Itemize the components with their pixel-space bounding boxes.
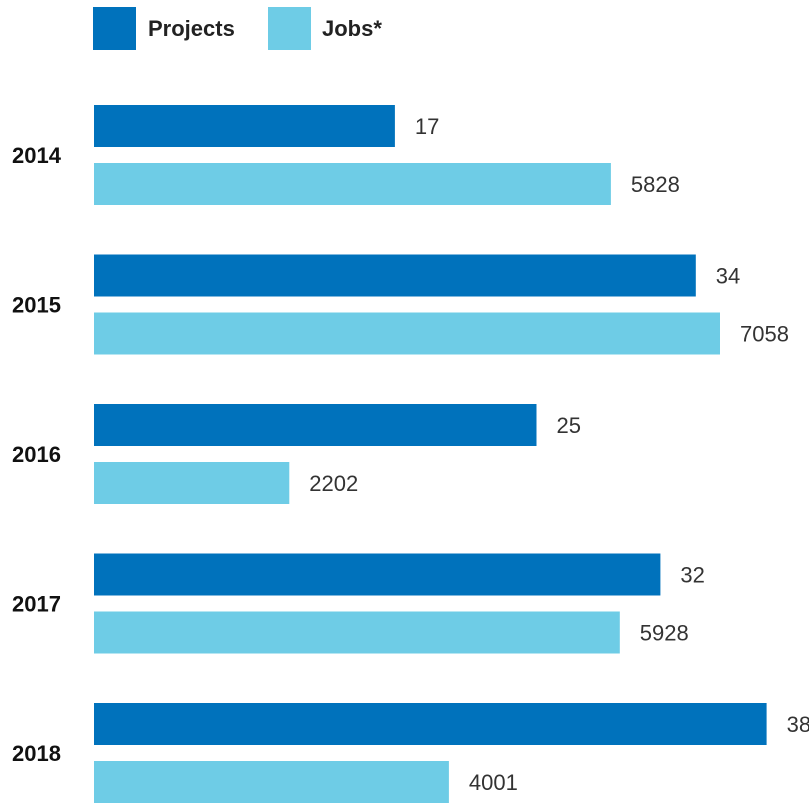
legend-label-jobs: Jobs* — [322, 16, 382, 41]
bar-projects-2015 — [94, 254, 696, 297]
category-label-2014: 2014 — [12, 143, 62, 168]
legend-swatch-projects — [93, 7, 136, 50]
category-label-2018: 2018 — [12, 741, 61, 766]
bar-projects-2016 — [94, 404, 537, 446]
category-label-2015: 2015 — [12, 293, 61, 318]
data-label-jobs-2015: 7058 — [740, 322, 789, 347]
bar-jobs-2017 — [94, 611, 620, 654]
data-label-projects-2017: 32 — [680, 563, 704, 588]
category-label-2016: 2016 — [12, 442, 61, 467]
data-label-jobs-2018: 4001 — [469, 770, 518, 795]
data-label-jobs-2014: 5828 — [631, 172, 680, 197]
bar-jobs-2014 — [94, 163, 611, 205]
data-label-jobs-2016: 2202 — [309, 471, 358, 496]
data-label-projects-2014: 17 — [415, 114, 439, 139]
bar-jobs-2016 — [94, 462, 290, 504]
bar-projects-2018 — [94, 703, 767, 745]
category-label-2017: 2017 — [12, 592, 61, 617]
data-label-projects-2016: 25 — [557, 413, 581, 438]
bar-jobs-2015 — [94, 312, 720, 355]
bar-projects-2017 — [94, 553, 661, 596]
legend: Projects Jobs* — [93, 7, 382, 50]
data-label-jobs-2017: 5928 — [640, 621, 689, 646]
data-label-projects-2015: 34 — [716, 264, 740, 289]
legend-swatch-jobs — [268, 7, 311, 50]
data-label-projects-2018: 38 — [787, 712, 809, 737]
plot-area: 2014 17 5828 2015 34 7058 2016 25 2202 2017 32 5928… — [12, 105, 809, 803]
bar-jobs-2018 — [94, 761, 449, 803]
legend-label-projects: Projects — [148, 16, 235, 41]
bar-projects-2014 — [94, 105, 395, 147]
